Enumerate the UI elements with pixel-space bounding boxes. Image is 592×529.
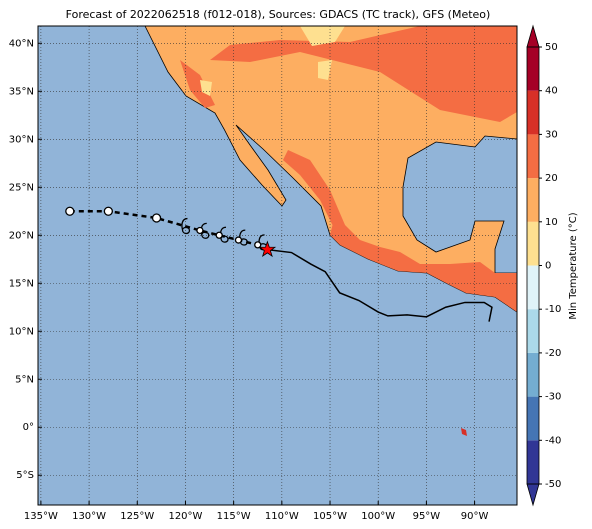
current-position [258, 240, 277, 258]
grid [38, 26, 517, 505]
colorbar-tick-label: -30 [545, 392, 561, 403]
colorbar-segment [527, 221, 539, 266]
colorbar-tick-label: 0 [545, 261, 551, 272]
y-tick-label: 5°S [16, 470, 34, 481]
colorbar-segment [527, 178, 539, 222]
land [144, 26, 517, 436]
x-tick-label: 110°W [265, 511, 299, 522]
colorbar-tick-label: 30 [545, 129, 558, 140]
colorbar-tick-label: 40 [545, 86, 558, 97]
colorbar-segment [527, 309, 539, 353]
track-point [234, 236, 243, 244]
track-point [65, 206, 75, 216]
x-tick-label: 120°W [168, 511, 202, 522]
x-tick-label: 130°W [72, 511, 106, 522]
colorbar-segment [527, 90, 539, 135]
y-tick-label: 35°N [9, 86, 34, 97]
plot-frame [37, 25, 518, 506]
colorbar-tick-label: -10 [545, 304, 561, 315]
x-tick-label: 90°W [461, 511, 489, 522]
warm-patch [283, 150, 345, 230]
y-tick-label: 15°N [9, 278, 34, 289]
warm-patch [330, 215, 517, 312]
cool-patch [200, 26, 345, 96]
x-tick-label: 135°W [24, 511, 58, 522]
colorbar-segment [527, 396, 539, 441]
x-tick-label: 95°W [413, 511, 441, 522]
x-tick-label: 100°W [361, 511, 395, 522]
colorbar-label: Min Temperature (°C) [568, 212, 579, 319]
track-point [254, 241, 262, 249]
warm-patch [210, 26, 517, 122]
y-tick-label: 10°N [9, 326, 34, 337]
cyclone-symbol [219, 226, 229, 243]
x-tick-label: 125°W [120, 511, 154, 522]
island [461, 428, 467, 436]
cyclone-symbol [239, 229, 248, 246]
colorbar-segment [527, 47, 539, 91]
track-point [196, 226, 204, 235]
colorbar-segment [527, 134, 539, 179]
colorbar-tick-label: -50 [545, 479, 561, 490]
colorbar-extend-bottom [526, 483, 540, 507]
colorbar-tick-label: 50 [545, 42, 558, 53]
x-tick-label: 115°W [217, 511, 251, 522]
colorbar-tick-label: -20 [545, 348, 561, 359]
colorbar-extend-top [526, 24, 540, 48]
y-tick-label: 25°N [9, 182, 34, 193]
track-point [215, 231, 223, 239]
x-tick-label: 105°W [313, 511, 347, 522]
y-tick-label: 20°N [9, 230, 34, 241]
track-point [103, 206, 114, 216]
colorbar-segment [527, 265, 539, 310]
y-tick-label: 0° [23, 422, 34, 433]
colorbar-tick-label: -40 [545, 435, 561, 446]
y-tick-label: 30°N [9, 134, 34, 145]
colorbar-segment [527, 440, 539, 484]
track-point [151, 213, 162, 223]
y-tick-label: 5°N [15, 374, 34, 385]
y-tick-label: 40°N [9, 38, 34, 49]
cyclone-symbol [181, 217, 191, 235]
chart-title: Forecast of 2022062518 (f012-018), Sourc… [66, 8, 491, 21]
colorbar-tick-label: 10 [545, 217, 558, 228]
colorbar-tick-label: 20 [545, 173, 558, 184]
warm-patch [180, 60, 215, 108]
colorbar-segment [527, 352, 539, 397]
track-line [267, 248, 493, 322]
marks [65, 206, 493, 322]
